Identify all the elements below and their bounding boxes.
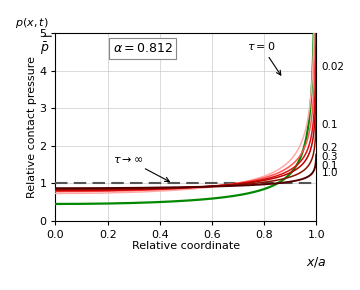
Y-axis label: Relative contact pressure: Relative contact pressure: [27, 56, 37, 198]
Text: $\tau = 0$: $\tau = 0$: [247, 40, 281, 75]
Text: 0.2: 0.2: [321, 143, 338, 153]
Text: 0.1: 0.1: [321, 162, 338, 171]
Text: 1.0: 1.0: [321, 168, 338, 178]
Text: $\tau \rightarrow \infty$: $\tau \rightarrow \infty$: [113, 155, 169, 182]
Text: $x/a$: $x/a$: [306, 255, 327, 269]
Text: 0.02: 0.02: [321, 62, 345, 72]
Text: 0.1: 0.1: [321, 120, 338, 130]
Text: $\bar{p}$: $\bar{p}$: [40, 41, 49, 57]
Text: $\alpha = 0.812$: $\alpha = 0.812$: [113, 42, 173, 55]
X-axis label: Relative coordinate: Relative coordinate: [132, 241, 240, 251]
Text: 0.3: 0.3: [321, 152, 338, 162]
Text: $p(x,t)$: $p(x,t)$: [15, 16, 49, 30]
